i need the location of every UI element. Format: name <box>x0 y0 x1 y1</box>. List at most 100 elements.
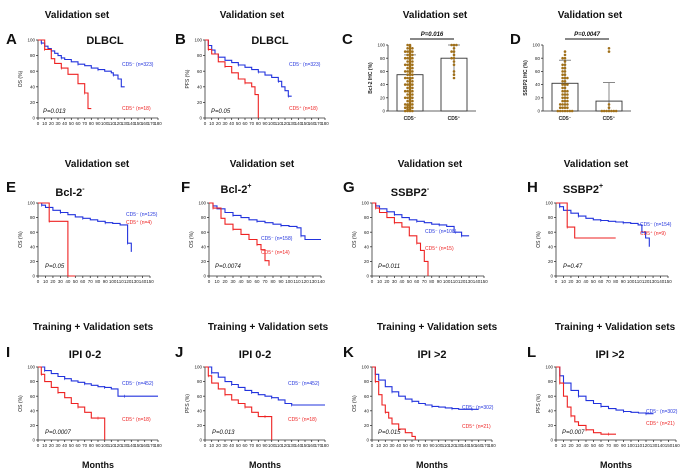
y-tick-label: 0 <box>199 438 202 443</box>
data-point <box>408 88 412 92</box>
data-point <box>561 63 564 67</box>
p-value: P=0.011 <box>378 264 400 270</box>
x-tick-label: 150 <box>665 443 673 448</box>
y-tick-label: 100 <box>194 38 202 43</box>
y-tick-label: 40 <box>548 244 554 249</box>
series-line-cd5-neg <box>372 366 479 410</box>
panel-header: Training + Validation sets <box>555 322 676 333</box>
x-tick-label: 130 <box>121 121 129 126</box>
p-value: P=0.013 <box>212 430 235 436</box>
x-tick-label: 140 <box>128 443 136 448</box>
x-tick-label: 20 <box>50 279 56 284</box>
legend-cd5-neg: CD5⁻ (n=154) <box>640 222 672 228</box>
data-point <box>558 106 562 109</box>
x-tick-label: 170 <box>148 443 156 448</box>
panel-title: Bcl-2- <box>55 186 85 199</box>
data-point <box>411 60 414 63</box>
series-line-cd5-neg <box>556 202 650 247</box>
x-tick-label: 110 <box>275 121 283 126</box>
panel-letter: G <box>343 179 355 196</box>
y-tick-label: 20 <box>364 259 370 264</box>
y-tick-label: 60 <box>364 394 370 399</box>
data-point <box>558 109 562 113</box>
x-tick-label: 80 <box>613 279 619 284</box>
y-tick-label: 40 <box>548 408 554 413</box>
data-point <box>408 47 412 50</box>
x-tick-label: 150 <box>134 121 142 126</box>
panel-title: DLBCL <box>251 35 289 47</box>
x-tick-label: 140 <box>295 443 303 448</box>
data-point <box>411 66 414 70</box>
data-point <box>570 109 574 113</box>
data-point <box>452 76 456 80</box>
data-point <box>563 70 567 73</box>
x-tick-label: 130 <box>309 279 317 284</box>
data-point <box>408 48 412 52</box>
series-line-cd5-pos <box>556 202 616 239</box>
legend-cd5-pos: CD5⁺ (n=15) <box>425 246 454 252</box>
x-tick-label: 130 <box>121 443 129 448</box>
data-point <box>408 81 412 85</box>
x-tick-label: 140 <box>462 443 470 448</box>
y-tick-label: 80 <box>548 215 554 220</box>
data-point <box>408 62 412 65</box>
months-axis-title: Months <box>600 460 632 470</box>
data-point <box>566 96 569 100</box>
data-point <box>561 106 564 109</box>
data-point <box>406 50 409 53</box>
data-point <box>561 96 564 100</box>
x-tick-label: 100 <box>268 121 276 126</box>
x-tick-label: 60 <box>598 279 604 284</box>
x-tick-label: 130 <box>465 279 473 284</box>
data-point <box>406 63 409 67</box>
legend-cd5-pos: CD5⁺ (n=18) <box>288 417 317 423</box>
y-tick-label: 40 <box>197 84 203 89</box>
y-tick-label: 20 <box>535 95 541 100</box>
data-point <box>561 83 564 86</box>
x-tick-label: 60 <box>254 279 260 284</box>
x-tick-label: 50 <box>591 279 597 284</box>
data-point <box>408 76 412 80</box>
series-line-cd5-pos <box>372 366 416 440</box>
x-tick-label: 160 <box>308 121 316 126</box>
data-point <box>411 73 414 76</box>
series-line-cd5-neg <box>205 39 292 97</box>
x-tick-label: 10 <box>377 279 383 284</box>
ihc-panel-c: Validation set C 0 20 40 60 80 100 Bcl-2 IHC (%)… <box>342 10 476 122</box>
series-line-cd5-neg <box>38 202 132 252</box>
data-point <box>406 106 409 109</box>
data-point <box>403 50 407 53</box>
x-tick-label: 10 <box>42 443 48 448</box>
y-tick-label: 80 <box>30 379 36 384</box>
x-tick-label: 10 <box>561 443 567 448</box>
x-tick-label: 70 <box>416 443 422 448</box>
data-point <box>563 80 567 83</box>
x-tick-label: 130 <box>288 443 296 448</box>
x-tick-label: 100 <box>268 443 276 448</box>
data-point <box>408 66 412 70</box>
data-point <box>411 56 414 60</box>
panel-title: IPI >2 <box>595 349 624 361</box>
x-tick-label: 110 <box>117 279 125 284</box>
y-tick-label: 80 <box>364 379 370 384</box>
x-tick-label: 70 <box>82 443 88 448</box>
p-value: P=0.015 <box>378 430 401 436</box>
x-tick-label: 0 <box>555 443 558 448</box>
y-tick-label: 20 <box>30 423 36 428</box>
y-tick-label: 0 <box>366 274 369 279</box>
x-tick-label: 120 <box>114 121 122 126</box>
x-tick-label: 130 <box>649 279 657 284</box>
x-tick-label: 60 <box>409 443 415 448</box>
y-tick-label: 60 <box>30 394 36 399</box>
x-tick-label: 0 <box>204 443 207 448</box>
data-point <box>610 109 613 113</box>
data-point <box>411 47 414 50</box>
x-tick-label: 40 <box>399 279 405 284</box>
y-tick-label: 60 <box>30 69 36 74</box>
panel-letter: I <box>6 344 10 361</box>
data-point <box>568 109 572 113</box>
y-tick-label: 40 <box>364 244 370 249</box>
